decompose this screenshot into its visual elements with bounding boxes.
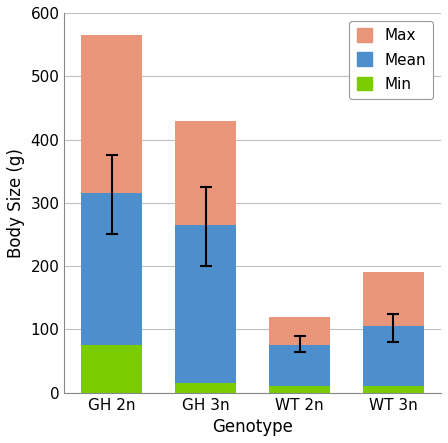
- Bar: [175, 225, 236, 383]
- Bar: [175, 383, 236, 392]
- Bar: [82, 345, 142, 392]
- Bar: [363, 386, 424, 392]
- Bar: [82, 193, 142, 345]
- Bar: [269, 386, 330, 392]
- Bar: [269, 345, 330, 386]
- X-axis label: Genotype: Genotype: [212, 418, 293, 436]
- Bar: [363, 326, 424, 386]
- Bar: [82, 35, 142, 193]
- Bar: [363, 272, 424, 326]
- Bar: [269, 317, 330, 345]
- Bar: [175, 120, 236, 225]
- Legend: Max, Mean, Min: Max, Mean, Min: [349, 20, 433, 99]
- Y-axis label: Body Size (g): Body Size (g): [7, 148, 25, 258]
